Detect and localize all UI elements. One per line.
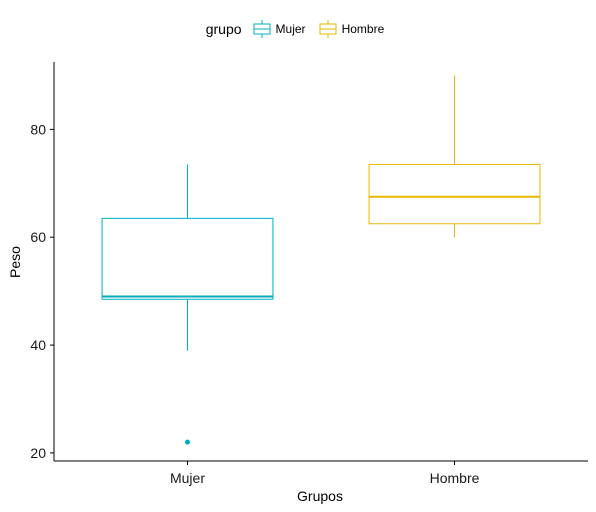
y-tick-label: 80 — [30, 121, 46, 137]
x-ticks: Mujer Hombre — [170, 461, 480, 486]
x-tick-label: Mujer — [170, 470, 205, 486]
x-tick-label: Hombre — [430, 470, 480, 486]
y-tick-label: 60 — [30, 229, 46, 245]
legend-item-hombre: Hombre — [318, 19, 385, 39]
outlier-point — [185, 439, 190, 445]
box-mujer — [101, 164, 274, 445]
box-body — [368, 163, 541, 225]
box-body — [101, 217, 274, 300]
legend-key-hombre-icon — [319, 20, 337, 38]
y-axis-title: Peso — [7, 246, 23, 278]
axes — [53, 62, 588, 462]
legend-label-mujer: Mujer — [275, 22, 306, 36]
y-ticks: 20 40 60 80 — [30, 121, 54, 461]
legend-title: grupo — [205, 21, 242, 37]
y-tick-label: 40 — [30, 337, 46, 353]
y-tick-label: 20 — [30, 445, 46, 461]
legend-label-hombre: Hombre — [341, 22, 385, 36]
legend-item-mujer: Mujer — [252, 19, 306, 39]
boxes — [101, 75, 541, 445]
legend: grupo Mujer Hombre — [0, 18, 596, 40]
x-axis-title: Grupos — [297, 488, 343, 504]
box-hombre — [368, 75, 541, 238]
legend-key-mujer-icon — [253, 20, 271, 38]
